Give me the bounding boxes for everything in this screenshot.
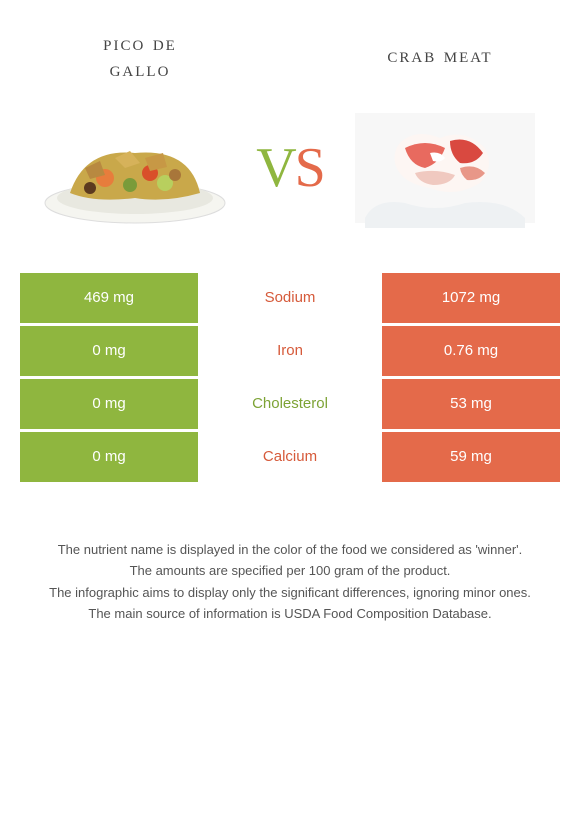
images-row: VS bbox=[20, 103, 560, 233]
table-row: 469 mg Sodium 1072 mg bbox=[20, 273, 560, 323]
pico-de-gallo-icon bbox=[35, 103, 235, 233]
nutrient-label: Cholesterol bbox=[201, 379, 379, 429]
table-row: 0 mg Calcium 59 mg bbox=[20, 432, 560, 482]
footer-notes: The nutrient name is displayed in the co… bbox=[20, 540, 560, 626]
header-row: pico de gallo crab meat bbox=[20, 30, 560, 83]
nutrient-label: Iron bbox=[201, 326, 379, 376]
left-value: 469 mg bbox=[20, 273, 198, 323]
right-food-title: crab meat bbox=[350, 30, 530, 68]
footer-line: The amounts are specified per 100 gram o… bbox=[30, 561, 550, 581]
left-food-title: pico de gallo bbox=[50, 30, 230, 83]
nutrient-label: Calcium bbox=[201, 432, 379, 482]
comparison-table: 469 mg Sodium 1072 mg 0 mg Iron 0.76 mg … bbox=[20, 273, 560, 485]
table-row: 0 mg Cholesterol 53 mg bbox=[20, 379, 560, 429]
right-value: 1072 mg bbox=[382, 273, 560, 323]
infographic-container: pico de gallo crab meat VS bbox=[0, 0, 580, 814]
footer-line: The main source of information is USDA F… bbox=[30, 604, 550, 624]
left-value: 0 mg bbox=[20, 379, 198, 429]
vs-s: S bbox=[295, 137, 324, 199]
right-food-image bbox=[345, 103, 545, 233]
footer-line: The infographic aims to display only the… bbox=[30, 583, 550, 603]
nutrient-label: Sodium bbox=[201, 273, 379, 323]
vs-label: VS bbox=[256, 136, 324, 200]
right-value: 59 mg bbox=[382, 432, 560, 482]
table-row: 0 mg Iron 0.76 mg bbox=[20, 326, 560, 376]
left-value: 0 mg bbox=[20, 326, 198, 376]
right-value: 53 mg bbox=[382, 379, 560, 429]
crab-meat-icon bbox=[345, 103, 545, 233]
left-title-line1: pico de bbox=[103, 30, 177, 55]
left-title-line2: gallo bbox=[110, 56, 171, 81]
footer-line: The nutrient name is displayed in the co… bbox=[30, 540, 550, 560]
left-value: 0 mg bbox=[20, 432, 198, 482]
vs-v: V bbox=[256, 137, 294, 199]
right-value: 0.76 mg bbox=[382, 326, 560, 376]
left-food-image bbox=[35, 103, 235, 233]
